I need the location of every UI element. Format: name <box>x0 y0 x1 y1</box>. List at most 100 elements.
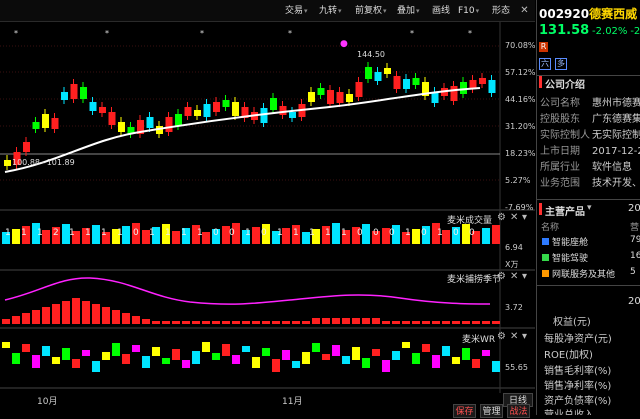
wr-bar <box>82 350 90 356</box>
candle <box>260 108 268 123</box>
season-bar <box>152 321 160 324</box>
season-bar <box>252 321 260 324</box>
toolbar-draw-line[interactable]: 画线 <box>432 6 451 16</box>
save-button[interactable]: 保存 <box>453 404 476 418</box>
wr-bar <box>432 355 440 368</box>
wr-bar <box>352 347 360 360</box>
divider <box>537 75 640 76</box>
volume-bar <box>402 232 410 244</box>
company-value: 2017-12-2 <box>592 146 640 157</box>
tag-many[interactable]: 多 <box>555 58 567 70</box>
volume-count: 2 <box>53 228 59 238</box>
volume-bar <box>52 227 60 244</box>
company-value: 无实际控制 <box>592 130 640 141</box>
volume-bar <box>92 225 100 244</box>
toolbar-nine-turn-dropdown[interactable]: 九转▾ <box>319 6 342 16</box>
season-bar <box>462 321 470 324</box>
volume-bar <box>282 228 290 244</box>
close-icon[interactable]: ✕ <box>510 271 519 282</box>
wr-bar <box>162 358 170 364</box>
volume-bar <box>392 225 400 244</box>
volume-bar <box>42 230 50 244</box>
stock-quote: 131.58 -2.02% -2.71 <box>539 23 640 38</box>
wr-bar <box>422 344 430 352</box>
gear-icon[interactable]: ⚙ <box>497 271 506 282</box>
volume-count: 0 <box>229 228 235 238</box>
volume-count: 1 <box>85 228 91 238</box>
season-bar <box>322 318 330 324</box>
products-year[interactable]: 20 <box>628 203 640 214</box>
volume-count: 0 <box>421 228 427 238</box>
volume-count: 1 <box>165 228 171 238</box>
wr-bar <box>192 351 200 364</box>
season-bar <box>242 321 250 324</box>
candle <box>203 104 211 117</box>
candle <box>374 72 382 81</box>
wr-bar <box>152 347 160 356</box>
manage-button[interactable]: 管理 <box>480 404 503 418</box>
toolbar-f10-dropdown[interactable]: F10▾ <box>458 6 480 16</box>
chevron-down-icon[interactable]: ▾ <box>522 212 528 223</box>
wr-bar <box>202 342 210 352</box>
season-bar <box>192 321 200 324</box>
gear-icon[interactable]: ⚙ <box>497 212 506 223</box>
chevron-down-icon[interactable]: ▾ <box>522 331 528 342</box>
wr-bars <box>2 342 500 372</box>
wr-bar <box>182 360 190 368</box>
product-value: 5 <box>630 267 636 277</box>
wr-bar <box>2 342 10 348</box>
candle <box>450 86 458 101</box>
wr-bar <box>142 356 150 368</box>
product-name: 智能驾驶 <box>552 254 589 264</box>
strategy-button[interactable]: 战法 <box>507 404 530 418</box>
toolbar-adjust-dropdown[interactable]: 前复权▾ <box>355 6 387 16</box>
candle <box>488 80 496 93</box>
season-bar <box>492 321 500 324</box>
wr-bar <box>282 350 290 360</box>
volume-count: 1 <box>341 228 347 238</box>
season-bar <box>302 321 310 324</box>
close-icon[interactable]: ✕ <box>520 5 529 16</box>
volume-bar <box>112 229 120 244</box>
svg-text:*: * <box>105 29 109 38</box>
wr-bar <box>482 350 490 356</box>
svg-text:*: * <box>14 29 18 38</box>
season-bar <box>12 316 20 324</box>
wr-bar <box>112 343 120 356</box>
season-bar <box>42 307 50 324</box>
gear-icon[interactable]: ⚙ <box>497 331 506 342</box>
wr-bar <box>42 346 50 356</box>
chevron-down-icon[interactable]: ▾ <box>587 203 592 213</box>
finance-row: 销售毛利率(%) <box>544 366 612 377</box>
wr-bar <box>22 344 30 352</box>
company-row: 公司名称 <box>540 98 580 109</box>
svg-text:*: * <box>468 29 472 38</box>
candle <box>336 92 344 103</box>
volume-count: 1 <box>277 228 283 238</box>
wr-pane-title: 麦米WR <box>462 335 496 345</box>
close-icon[interactable]: ✕ <box>510 212 519 223</box>
season-bar <box>262 321 270 324</box>
finance-title: 权益(元) <box>553 317 591 328</box>
season-bars <box>2 298 500 324</box>
volume-count: 1 <box>21 228 27 238</box>
company-value: 惠州市德赛 <box>592 98 640 109</box>
tag-six[interactable]: 六 <box>539 58 551 70</box>
volume-tick-top: 6.94 <box>505 243 523 252</box>
toolbar-trade-dropdown[interactable]: 交易▾ <box>285 6 308 16</box>
close-icon[interactable]: ✕ <box>510 331 519 342</box>
chevron-down-icon[interactable]: ▾ <box>522 271 528 282</box>
divider <box>537 199 640 200</box>
volume-bar <box>332 223 340 244</box>
candle <box>23 142 30 152</box>
volume-count: 1 <box>437 228 443 238</box>
toolbar-pattern[interactable]: 形态 <box>492 6 511 16</box>
candle <box>346 94 353 102</box>
finance-row: 每股净资产(元) <box>544 334 612 345</box>
volume-count: 1 <box>5 228 11 238</box>
toolbar-overlay-dropdown[interactable]: 叠加▾ <box>397 6 420 16</box>
wr-bar <box>262 348 270 356</box>
volume-bar <box>452 227 460 244</box>
product-value: 16 <box>630 251 640 261</box>
season-bar <box>402 321 410 324</box>
